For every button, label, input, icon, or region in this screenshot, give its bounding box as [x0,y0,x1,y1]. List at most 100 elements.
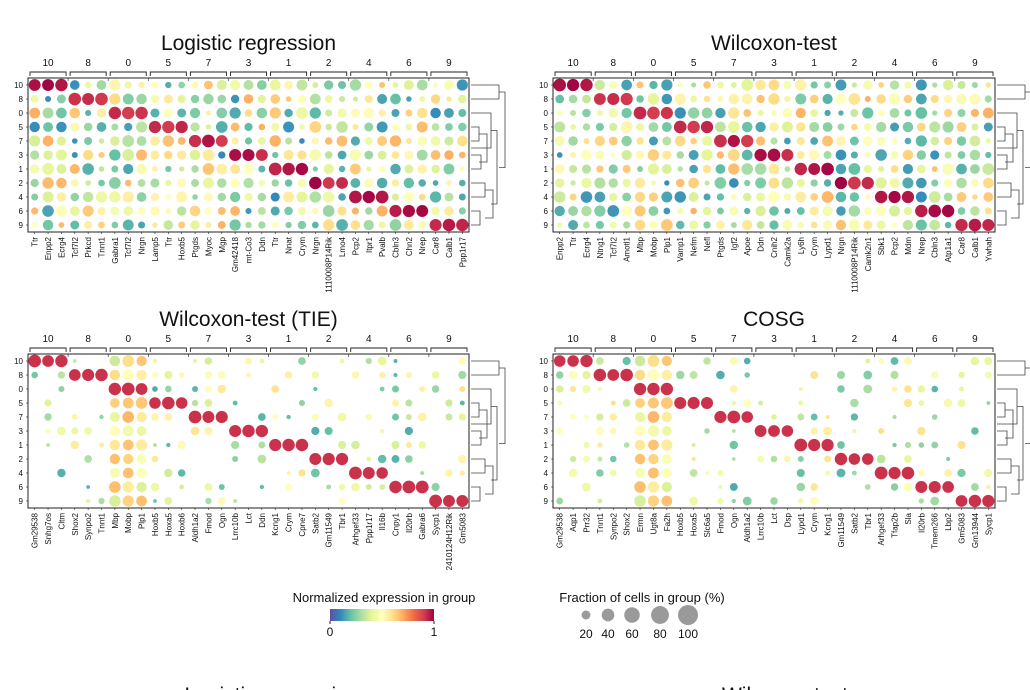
dot-mark [430,94,441,104]
dot-mark [420,470,425,476]
dot-mark [311,426,320,436]
dot-mark [767,148,781,162]
dot-mark [634,219,646,231]
dot-mark [970,108,980,118]
dot-mark [834,452,848,466]
gene-label: Hoxa5 [690,512,699,536]
dot-mark [703,221,711,229]
panel-title: Logistic regression [161,32,336,55]
dot-mark [442,218,456,232]
group-label: 3 [246,58,252,69]
dot-mark [312,82,319,88]
dot-mark [596,469,604,477]
group-label: 0 [651,58,657,69]
group-label: 2 [326,58,332,69]
dot-mark [891,222,898,228]
dendrogram-branch [997,402,1006,418]
dot-mark [647,163,659,175]
dot-mark [661,93,673,105]
dot-mark [379,372,386,378]
dot-mark [835,93,847,105]
gene-label: Ermn [636,513,645,532]
gene-label: Tnnt1 [596,512,605,533]
dot-mark [861,176,874,190]
dot-mark [741,163,754,175]
dot-mark [569,193,577,201]
dot-mark [918,469,925,477]
gene-label: Gm11549 [325,512,334,547]
dot-mark [162,396,175,410]
dot-mark [150,150,160,160]
dot-mark [122,369,135,381]
dot-mark [217,94,227,104]
gene-label: Il20rb [917,512,926,533]
dot-mark [98,179,105,187]
dot-mark [757,109,764,117]
dot-mark [874,190,888,204]
dot-mark [701,107,713,119]
dot-mark [135,439,148,451]
dot-mark [607,369,620,381]
gene-label: Gm5083 [458,512,467,543]
dot-mark [608,108,619,118]
dot-mark [621,79,632,91]
size-legend-dot [581,610,591,620]
dot-mark [594,79,606,91]
dot-mark [851,123,858,131]
group-bracket [350,347,388,352]
group-label: 4 [366,334,372,345]
dot-mark [701,149,713,161]
dot-mark [271,385,280,393]
dot-mark [581,149,592,161]
dot-mark [389,219,402,231]
dot-mark [595,220,604,230]
dot-mark [852,428,857,434]
dot-mark [795,93,807,105]
dot-mark [649,220,658,230]
gene-label: Mbp [111,512,120,528]
dot-mark [717,470,724,476]
dot-mark [984,468,993,478]
dendrogram-branch [1025,91,1030,168]
dot-mark [609,81,618,89]
dot-mark [350,108,360,118]
dot-mark [309,121,322,133]
dot-mark [598,387,602,391]
colorbar-min-label: 0 [327,625,334,639]
row-label: 3 [19,427,24,436]
panel-title: Wilcoxon-test [711,32,837,55]
group-label: 7 [731,334,737,345]
dot-mark [661,355,672,367]
gene-label: Ogn [218,513,227,528]
dot-mark [324,151,333,159]
dot-mark [458,151,466,159]
gene-label: Fmod [204,513,213,533]
size-legend-value: 80 [653,627,667,641]
dot-mark [285,137,293,145]
dot-mark [42,219,54,231]
dot-mark [109,149,121,161]
dot-mark [863,207,872,215]
dot-mark [151,371,158,379]
dot-mark [297,207,306,215]
dendrogram-branch [1025,367,1030,444]
dot-mark [375,190,389,204]
dot-mark [620,121,633,133]
dot-mark [635,411,646,423]
dot-mark [742,192,752,202]
gene-label: Nnat [285,236,294,254]
row-label: 9 [544,221,549,230]
dot-mark [863,164,872,174]
gene-label: Nrep [917,236,926,254]
dot-mark [31,207,39,215]
dot-mark [124,81,132,89]
dot-mark [123,453,134,465]
group-bracket [149,347,187,352]
gene-label: Hoxb5 [676,512,685,536]
dot-mark [136,136,147,146]
dot-mark [929,121,941,133]
row-label: 2 [544,179,549,188]
dot-mark [71,414,78,420]
dot-mark [971,123,979,131]
dot-mark [405,123,413,131]
